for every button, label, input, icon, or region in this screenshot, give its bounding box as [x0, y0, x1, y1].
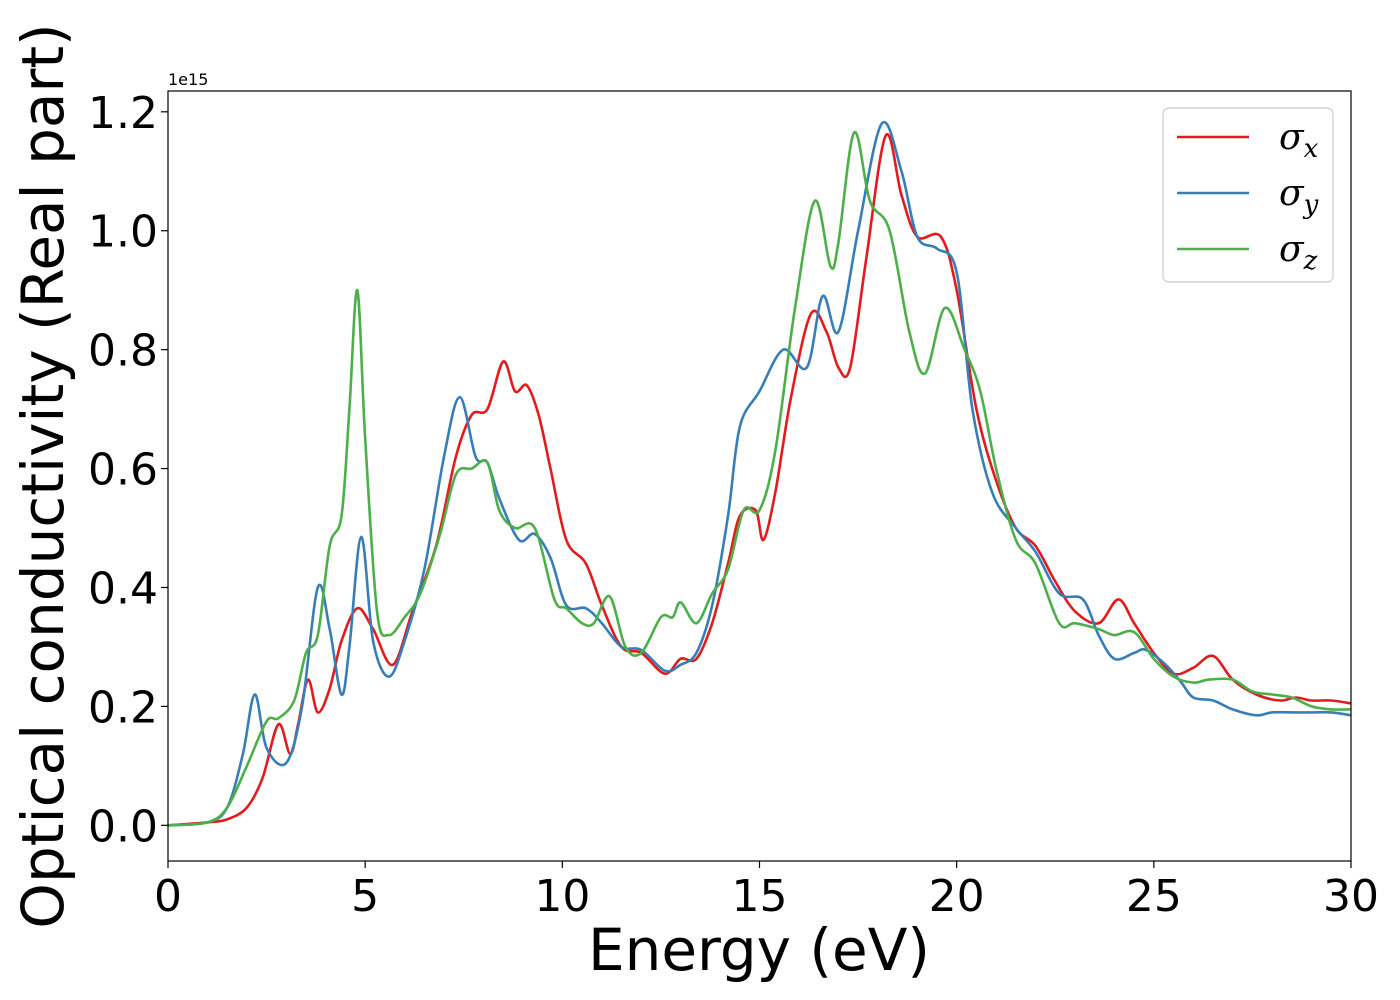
- y-tick-label: 0.6: [88, 445, 158, 496]
- y-tick-label: 0.0: [88, 801, 158, 852]
- x-axis-label: Energy (eV): [588, 916, 930, 984]
- x-tick-label: 0: [154, 871, 182, 922]
- series-line-z: [168, 131, 1351, 827]
- x-tick-label: 15: [732, 871, 788, 922]
- y-tick-label: 0.2: [88, 682, 158, 733]
- y-axis-label: Optical conductivity (Real part): [9, 23, 77, 928]
- y-axis: 0.0 0.2 0.4 0.6 0.8 1.0 1.2: [88, 88, 168, 852]
- x-axis: 0 5 10 15 20 25 30: [154, 861, 1379, 922]
- x-tick-label: 30: [1323, 871, 1379, 922]
- x-tick-label: 5: [351, 871, 379, 922]
- y-tick-label: 1.2: [88, 88, 158, 139]
- y-tick-label: 1.0: [88, 207, 158, 258]
- x-tick-label: 25: [1126, 871, 1182, 922]
- y-tick-label: 0.4: [88, 563, 158, 614]
- y-offset-label: 1e15: [168, 70, 208, 89]
- legend-box: [1162, 107, 1334, 283]
- series-line-y: [168, 120, 1351, 827]
- series-layer: [168, 120, 1351, 827]
- y-tick-label: 0.8: [88, 326, 158, 377]
- x-tick-label: 10: [534, 871, 590, 922]
- x-tick-label: 20: [929, 871, 985, 922]
